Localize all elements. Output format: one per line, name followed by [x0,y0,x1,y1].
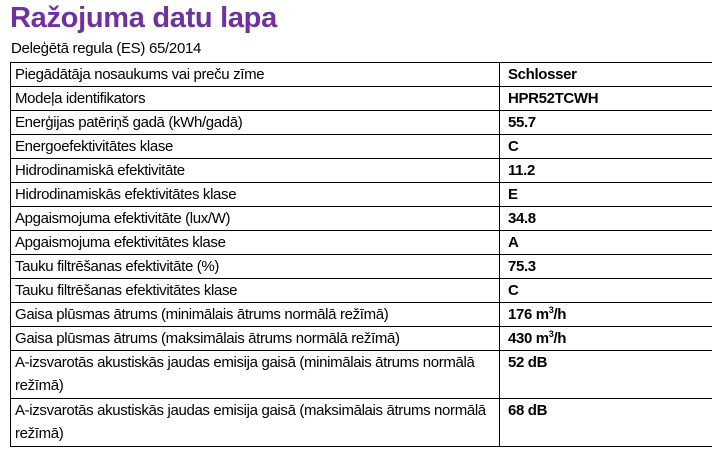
row-value: 68 dB [499,398,712,447]
value-text: C [508,282,519,299]
row-label: Modeļa identifikators [10,86,500,111]
table-row: A-izsvarotās akustiskās jaudas emisija g… [10,350,712,399]
table-row: Tauku filtrēšanas efektivitātes klase C [10,278,712,303]
value-text: 176 m [508,306,549,323]
row-label: Hidrodinamiskā efektivitāte [10,158,500,183]
row-label: Tauku filtrēšanas efektivitātes klase [10,278,500,303]
row-value: C [499,278,712,303]
table-row: Enerģijas patēriņš gadā (kWh/gadā) 55.7 [10,110,712,135]
row-value: E [499,182,712,207]
table-row: A-izsvarotās akustiskās jaudas emisija g… [10,398,712,447]
unit-superscript: 3 [548,305,554,315]
unit-tail: /h [553,306,567,323]
value-text: Schlosser [508,66,577,83]
value-text: HPR52TCWH [508,90,599,107]
row-label: Apgaismojuma efektivitāte (lux/W) [10,206,500,231]
value-text: 11.2 [508,162,535,179]
unit-tail: /h [553,330,567,347]
row-label: Tauku filtrēšanas efektivitāte (%) [10,254,500,279]
row-label: A-izsvarotās akustiskās jaudas emisija g… [10,350,500,399]
table-row: Gaisa plūsmas ātrums (maksimālais ātrums… [10,326,712,351]
table-row: Tauku filtrēšanas efektivitāte (%) 75.3 [10,254,712,279]
table-row: Hidrodinamiskās efektivitātes klase E [10,182,712,207]
value-text: A [508,234,519,251]
value-text: E [508,186,518,203]
table-row: Apgaismojuma efektivitātes klase A [10,230,712,255]
page-title: Ražojuma datu lapa [10,2,277,34]
row-value: 34.8 [499,206,712,231]
row-value: A [499,230,712,255]
value-text: 430 m [508,330,549,347]
row-label: Apgaismojuma efektivitātes klase [10,230,500,255]
row-value: Schlosser [499,62,712,87]
row-value: 55.7 [499,110,712,135]
table-row: Energoefektivitātes klase C [10,134,712,159]
value-text: 68 dB [508,402,548,419]
row-value: 52 dB [499,350,712,399]
value-text: 34.8 [508,210,536,227]
row-label: Gaisa plūsmas ātrums (minimālais ātrums … [10,302,500,327]
value-text: 75.3 [508,258,536,275]
row-label: A-izsvarotās akustiskās jaudas emisija g… [10,398,500,447]
row-label: Hidrodinamiskās efektivitātes klase [10,182,500,207]
table-row: Apgaismojuma efektivitāte (lux/W) 34.8 [10,206,712,231]
row-value: 11.2 [499,158,712,183]
value-text: C [508,138,519,155]
row-value: 176 m3/h [499,302,712,327]
row-value: C [499,134,712,159]
regulation-subtitle: Deleģētā regula (ES) 65/2014 [11,40,202,57]
row-value: 430 m3/h [499,326,712,351]
value-text: 52 dB [508,354,548,371]
row-label: Enerģijas patēriņš gadā (kWh/gadā) [10,110,500,135]
row-value: 75.3 [499,254,712,279]
unit-superscript: 3 [548,329,554,339]
row-label: Energoefektivitātes klase [10,134,500,159]
row-value: HPR52TCWH [499,86,712,111]
row-label: Gaisa plūsmas ātrums (maksimālais ātrums… [10,326,500,351]
product-data-table: Piegādātāja nosaukums vai preču zīme Schl… [10,62,712,447]
table-row: Gaisa plūsmas ātrums (minimālais ātrums … [10,302,712,327]
row-label: Piegādātāja nosaukums vai preču zīme [10,62,500,87]
table-row: Piegādātāja nosaukums vai preču zīme Schl… [10,62,712,87]
value-text: 55.7 [508,114,536,131]
table-row: Hidrodinamiskā efektivitāte 11.2 [10,158,712,183]
table-row: Modeļa identifikators HPR52TCWH [10,86,712,111]
